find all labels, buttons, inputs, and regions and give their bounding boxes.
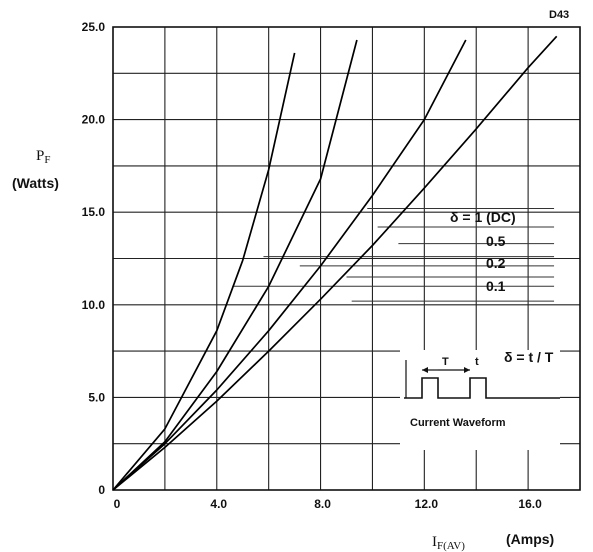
curve-0-5 [112, 39, 467, 491]
inset-T-label: T [442, 356, 449, 368]
y-tick-label: 20.0 [82, 113, 106, 127]
y-tick-label: 15.0 [82, 205, 106, 219]
x-axis-label-main: I [432, 534, 437, 550]
x-tick-label: 16.0 [518, 497, 542, 511]
waveform-inset: T t δ = t / T Current Waveform [400, 349, 560, 450]
legend-label-0-2: 0.2 [486, 255, 506, 271]
curve-dc [112, 35, 558, 491]
legend-hatches [232, 207, 555, 302]
x-tick-labels: 0 4.0 8.0 12.0 16.0 [114, 497, 542, 511]
y-axis-units: (Watts) [12, 175, 59, 191]
x-tick-label: 0 [114, 497, 121, 511]
y-axis-label: PF [36, 148, 50, 166]
y-axis-label-sub: F [44, 154, 50, 166]
y-axis-label-main: P [36, 148, 44, 164]
y-tick-label: 5.0 [88, 390, 105, 404]
x-tick-label: 12.0 [415, 497, 439, 511]
y-tick-labels: 0 5.0 10.0 15.0 20.0 25.0 [82, 20, 106, 497]
legend-label-0-1: 0.1 [486, 278, 506, 294]
x-axis-label: IF(AV) [432, 534, 465, 552]
legend-label-dc: δ = 1 (DC) [450, 209, 516, 225]
curves [112, 35, 558, 491]
x-axis-units: (Amps) [506, 531, 554, 547]
y-tick-label: 10.0 [82, 298, 106, 312]
curve-0-1 [112, 52, 296, 491]
legend-label-0-5: 0.5 [486, 233, 506, 249]
inset-caption: Current Waveform [410, 417, 506, 429]
waveform-trace [404, 377, 560, 399]
corner-label: D43 [549, 9, 569, 21]
x-axis-label-sub: F(AV) [437, 540, 465, 552]
y-tick-label: 0 [98, 483, 105, 497]
plot-frame [112, 26, 581, 491]
y-tick-label: 25.0 [82, 20, 106, 34]
curve-0-2 [112, 39, 358, 491]
inset-formula: δ = t / T [504, 349, 554, 365]
x-tick-label: 4.0 [210, 497, 227, 511]
x-tick-label: 8.0 [314, 497, 331, 511]
inset-t-label: t [475, 356, 479, 368]
